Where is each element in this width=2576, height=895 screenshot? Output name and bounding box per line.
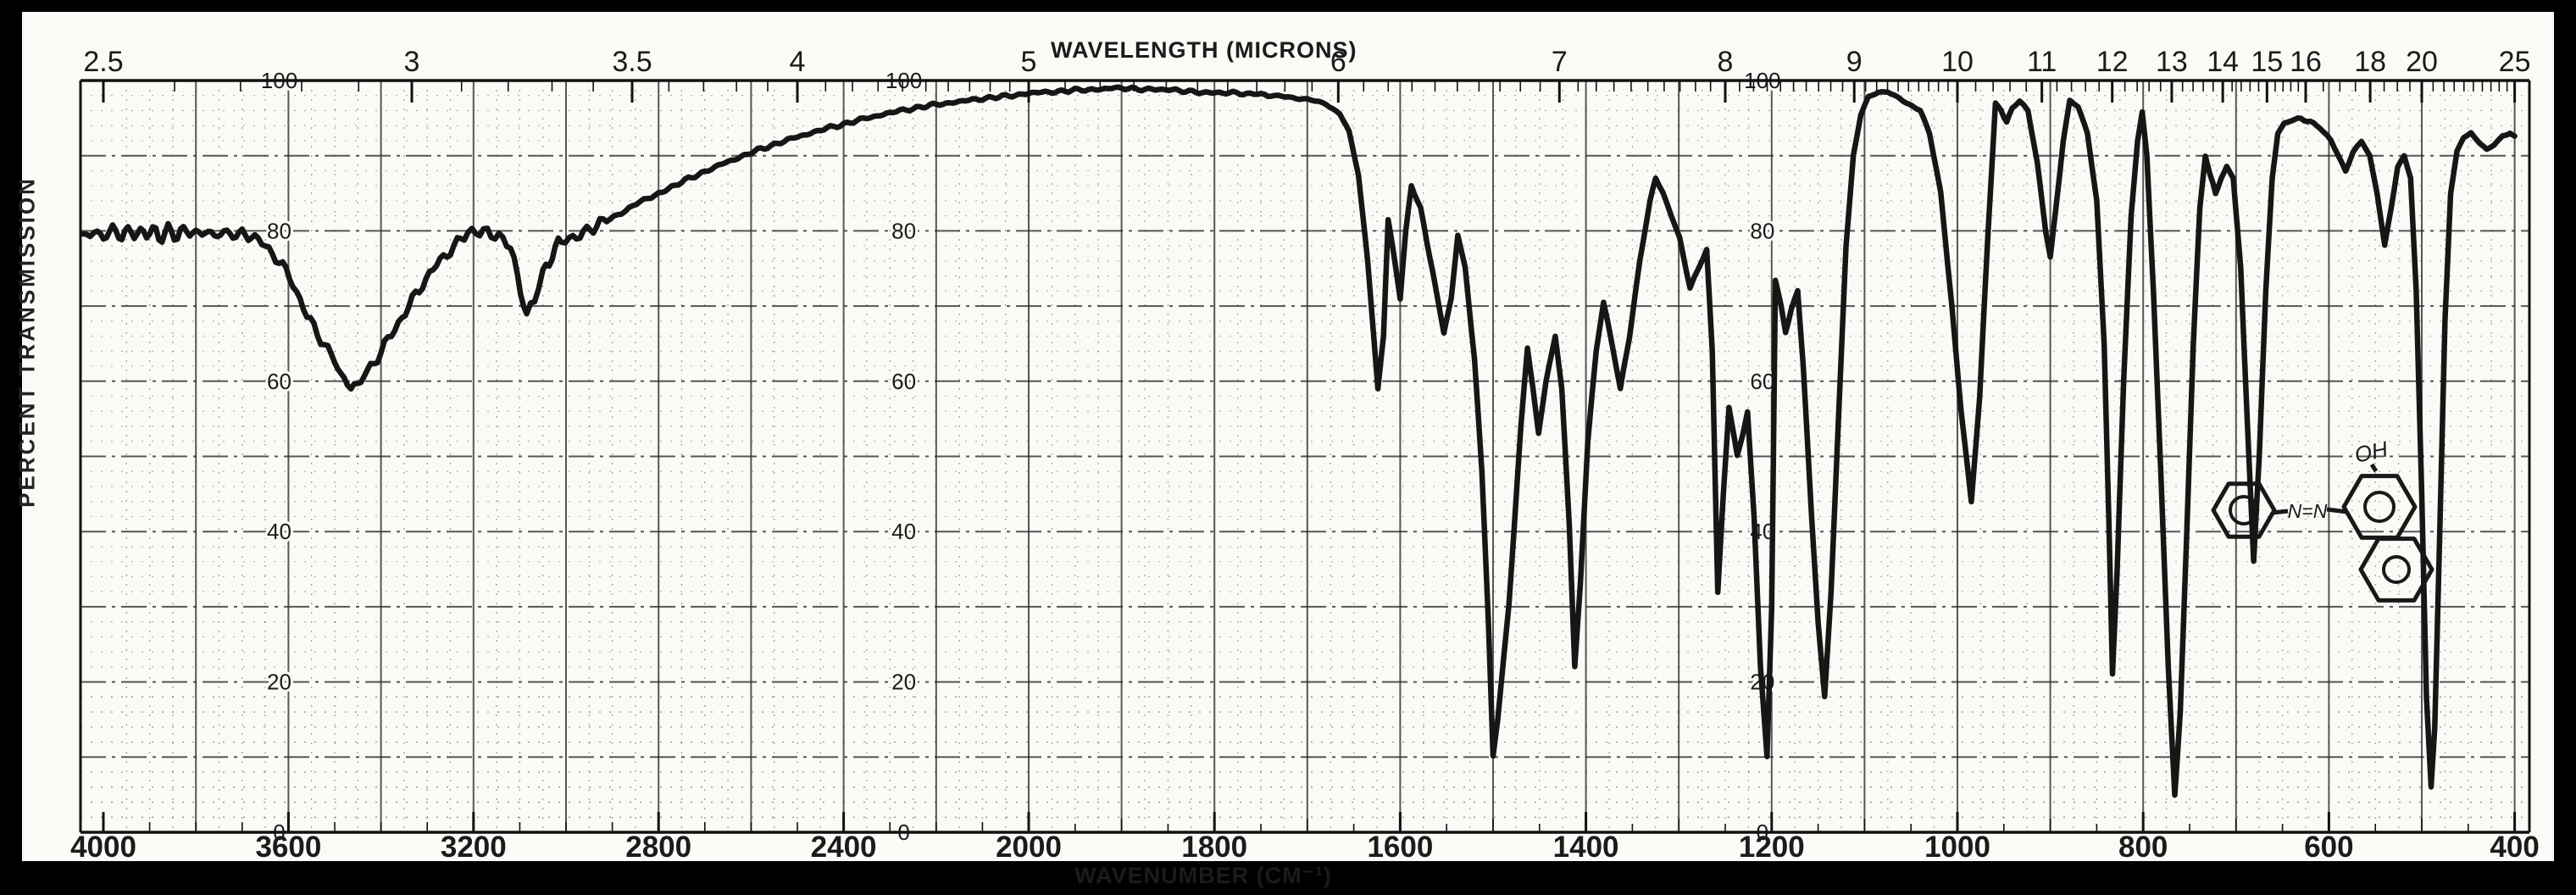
y-scale-label: 40 (267, 519, 291, 544)
wavenumber-tick-label: 400 (2490, 831, 2539, 864)
wavenumber-tick-label: 1800 (1181, 831, 1247, 864)
y-scale-label: 80 (267, 218, 291, 243)
wavelength-axis-title: WAVELENGTH (MICRONS) (1051, 37, 1357, 63)
wavelength-tick-label: 10 (1941, 46, 1974, 78)
wavelength-tick-label: 9 (1846, 46, 1863, 78)
bond (2326, 507, 2348, 514)
wavelength-tick-label: 14 (2207, 46, 2239, 78)
benzene-ring (2358, 536, 2434, 603)
wavelength-tick-label: 25 (2499, 46, 2531, 78)
wavenumber-axis-title: WAVENUMBER (CM⁻¹) (1074, 863, 1332, 888)
aromatic-circle (2382, 555, 2411, 584)
y-scale-label: 80 (891, 218, 916, 243)
wavelength-tick-label: 15 (2251, 46, 2283, 78)
wavenumber-tick-label: 4000 (70, 831, 136, 864)
wavelength-tick-label: 2.5 (83, 46, 123, 78)
y-scale-label: 40 (891, 519, 916, 544)
y-scale-label: 80 (1750, 218, 1774, 243)
wavenumber-tick-label: 1200 (1739, 831, 1805, 864)
y-scale-label: 60 (891, 369, 916, 394)
wavelength-tick-label: 7 (1552, 46, 1568, 78)
benzene-ring (2341, 474, 2418, 540)
wavenumber-tick-label: 3600 (255, 831, 321, 864)
chemical-structure-annotation: N=N OH (2211, 436, 2434, 603)
wavelength-tick-label: 20 (2406, 46, 2438, 78)
y-scale-label: 20 (267, 670, 291, 695)
bond (2369, 463, 2379, 473)
aromatic-circle (2363, 491, 2396, 523)
hydroxyl-label: OH (2352, 436, 2390, 467)
wavenumber-tick-label: 1400 (1553, 831, 1619, 864)
wavenumber-tick-label: 2000 (996, 831, 1062, 864)
spectrum-trace (80, 84, 2518, 798)
y-scale-label: 20 (891, 670, 916, 695)
y-scale-label: 60 (267, 369, 291, 394)
wavelength-tick-label: 5 (1021, 46, 1037, 78)
wavelength-tick-label: 16 (2290, 46, 2322, 78)
y-scale-label: 60 (1750, 369, 1774, 394)
wavelength-tick-label: 3.5 (612, 46, 652, 78)
y-scale-label: 100 (1744, 68, 1780, 93)
chart-paper (22, 12, 2554, 861)
azo-group-label: N=N (2288, 500, 2328, 522)
wavenumber-tick-label: 1600 (1367, 831, 1433, 864)
wavelength-tick-label: 13 (2156, 46, 2188, 78)
wavenumber-tick-label: 600 (2304, 831, 2353, 864)
wavenumber-tick-label: 1000 (1924, 831, 1990, 864)
wavelength-tick-label: 4 (790, 46, 806, 78)
bond (2272, 509, 2289, 515)
wavelength-tick-label: 3 (404, 46, 420, 78)
benzene-ring (2211, 481, 2277, 539)
wavenumber-tick-label: 2800 (625, 831, 691, 864)
wavenumber-tick-label: 3200 (441, 831, 507, 864)
wavenumber-tick-label: 2400 (811, 831, 877, 864)
wavelength-tick-label: 8 (1718, 46, 1734, 78)
wavelength-tick-label: 11 (2027, 46, 2057, 78)
wavelength-tick-label: 18 (2354, 46, 2386, 78)
wavenumber-tick-label: 800 (2118, 831, 2168, 864)
wavelength-tick-label: 12 (2096, 46, 2129, 78)
wavelength-tick-label: 6 (1330, 46, 1346, 78)
